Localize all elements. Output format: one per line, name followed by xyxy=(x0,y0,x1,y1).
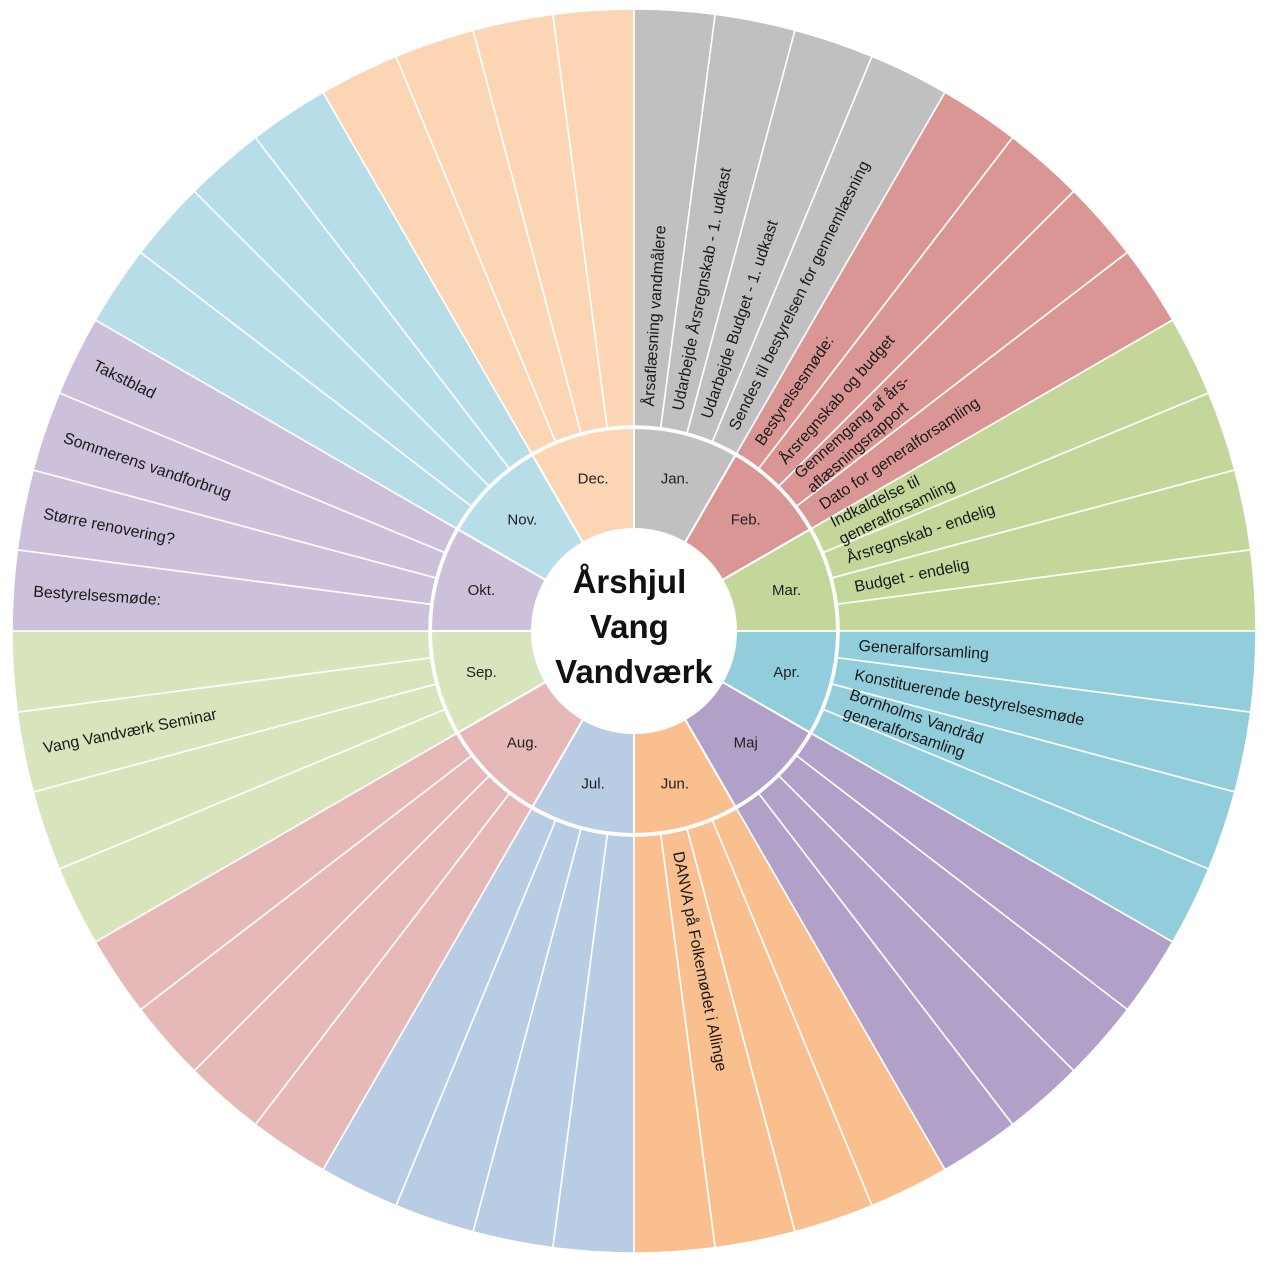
center-hub xyxy=(532,529,736,733)
center-title-line-3: Vandværk xyxy=(555,653,713,690)
month-label-jul: Jul. xyxy=(581,776,604,793)
center-title: Årshjul Vang Vandværk xyxy=(555,563,713,690)
month-label-sep: Sep. xyxy=(466,664,497,681)
center-title-line-2: Vang xyxy=(590,608,669,645)
month-label-jan: Jan. xyxy=(661,470,689,487)
ring-divider xyxy=(428,425,840,837)
month-label-apr: Apr. xyxy=(773,664,800,681)
month-label-okt: Okt. xyxy=(468,582,496,599)
month-label-dec: Dec. xyxy=(578,470,609,487)
outer-ring xyxy=(11,8,1257,1254)
month-label-mar: Mar. xyxy=(772,582,801,599)
month-label-aug: Aug. xyxy=(507,735,538,752)
month-labels: Jan. Feb. Mar. Apr. Maj Jun. Jul. Aug. Sep. Okt. N… xyxy=(466,470,801,792)
month-label-jun: Jun. xyxy=(661,776,689,793)
month-label-maj: Maj xyxy=(734,735,758,752)
center-title-line-1: Årshjul xyxy=(573,563,687,600)
month-label-nov: Nov. xyxy=(507,511,537,528)
month-label-feb: Feb. xyxy=(731,511,761,528)
month-ring xyxy=(428,425,840,837)
